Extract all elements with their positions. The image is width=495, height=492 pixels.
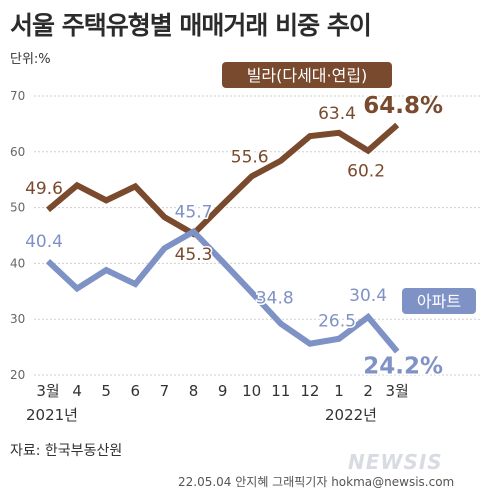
- x-tick-label-12: 3월: [386, 382, 409, 400]
- x-tick-label-7: 10: [242, 382, 261, 400]
- villa-line: [46, 122, 400, 238]
- chart-title: 서울 주택유형별 매매거래 비중 추이: [10, 11, 372, 40]
- x-tick-label-4: 7: [160, 382, 170, 400]
- villa-legend-text: 빌라(다세대·연립): [247, 66, 368, 85]
- newsis-watermark: NEWSIS: [348, 450, 443, 474]
- year-label-0: 2021년: [26, 406, 78, 424]
- villa-label-10: 63.4: [318, 104, 356, 124]
- apartment-legend-box: [402, 288, 476, 314]
- apartment-label-5: 45.7: [175, 203, 213, 223]
- y-tick-label-40: 40: [10, 256, 25, 270]
- apartment-label-11: 30.4: [349, 286, 387, 306]
- y-tick-label-30: 30: [10, 312, 25, 326]
- x-tick-label-11: 2: [363, 382, 373, 400]
- year-label-1: 2022년: [325, 406, 377, 424]
- y-tick-label-50: 50: [10, 201, 25, 215]
- x-tick-label-10: 1: [334, 382, 344, 400]
- apartment-legend-text: 아파트: [417, 292, 461, 311]
- x-tick-label-6: 9: [218, 382, 228, 400]
- apartment-line: [45, 227, 400, 354]
- source-label: 자료: 한국부동산원: [10, 443, 123, 459]
- apartment-label-12: 24.2%: [363, 354, 443, 380]
- x-tick-label-8: 11: [271, 382, 290, 400]
- x-tick-label-0: 3월: [36, 382, 59, 400]
- y-tick-label-70: 70: [10, 89, 25, 103]
- villa-legend-box: [222, 62, 392, 88]
- unit-label: 단위:%: [10, 52, 51, 67]
- x-tick-label-1: 4: [72, 382, 82, 400]
- credit-line: 22.05.04 안지혜 그래픽기자 hokma@newsis.com: [178, 475, 455, 489]
- villa-label-12: 64.8%: [363, 93, 443, 119]
- x-tick-label-3: 6: [131, 382, 141, 400]
- villa-label-5: 45.3: [175, 245, 213, 265]
- y-tick-label-20: 20: [10, 368, 25, 382]
- villa-label-11: 60.2: [347, 162, 385, 182]
- apartment-label-8: 34.8: [256, 289, 294, 309]
- x-tick-label-2: 5: [101, 382, 111, 400]
- x-tick-label-5: 8: [189, 382, 199, 400]
- x-tick-label-9: 12: [300, 382, 319, 400]
- villa-label-0: 49.6: [25, 179, 63, 199]
- apartment-label-10: 26.5: [318, 312, 356, 332]
- apartment-label-0: 40.4: [25, 232, 63, 252]
- villa-label-7: 55.6: [231, 147, 269, 167]
- y-tick-label-60: 60: [10, 145, 25, 159]
